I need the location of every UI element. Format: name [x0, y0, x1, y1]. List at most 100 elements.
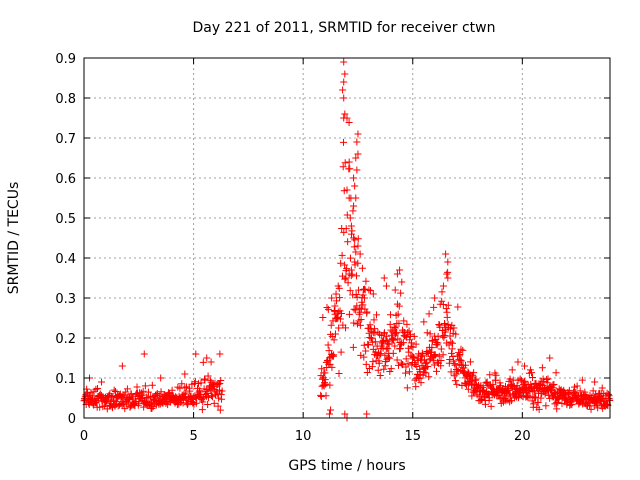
data-point: [342, 225, 350, 233]
data-point: [168, 386, 176, 394]
data-point: [603, 401, 611, 409]
data-point: [370, 325, 378, 333]
data-point: [543, 375, 551, 383]
data-point: [345, 310, 353, 318]
data-point: [396, 344, 404, 352]
data-point: [444, 258, 452, 266]
data-point: [351, 258, 359, 266]
data-point: [110, 386, 118, 394]
data-point: [331, 302, 339, 310]
data-point: [573, 382, 581, 390]
data-point: [442, 250, 450, 258]
data-point: [404, 360, 412, 368]
data-point: [438, 288, 446, 296]
data-point: [325, 410, 333, 418]
data-point: [527, 369, 535, 377]
data-point: [468, 392, 476, 400]
data-point: [216, 350, 224, 358]
data-point: [339, 86, 347, 94]
y-tick-label: 0.6: [55, 172, 76, 187]
chart-title: Day 221 of 2011, SRMTID for receiver ctw…: [193, 20, 496, 36]
data-point: [405, 348, 413, 356]
data-point: [198, 406, 206, 414]
data-point: [218, 387, 226, 395]
data-point: [532, 393, 540, 401]
data-point: [423, 348, 431, 356]
data-point: [148, 404, 156, 412]
data-point: [400, 317, 408, 325]
data-point: [111, 388, 119, 396]
data-point: [334, 282, 342, 290]
data-point: [345, 118, 353, 126]
data-point: [390, 336, 398, 344]
data-point: [332, 290, 340, 298]
data-point: [387, 311, 395, 319]
data-point: [385, 340, 393, 348]
data-point: [558, 399, 566, 407]
data-point: [343, 265, 351, 273]
data-point: [440, 331, 448, 339]
data-point: [348, 227, 356, 235]
data-point: [447, 338, 455, 346]
data-point: [592, 399, 600, 407]
data-point: [352, 194, 360, 202]
y-axis-label: SRMTID / TECUs: [6, 182, 22, 295]
data-point: [543, 379, 551, 387]
data-point: [452, 330, 460, 338]
data-point: [356, 250, 364, 258]
data-point: [322, 392, 330, 400]
data-point: [409, 343, 417, 351]
data-point: [439, 351, 447, 359]
data-point: [366, 334, 374, 342]
data-point: [206, 376, 214, 384]
data-point: [350, 202, 358, 210]
data-point: [352, 248, 360, 256]
data-point: [204, 400, 212, 408]
data-point: [429, 356, 437, 364]
data-point: [218, 395, 226, 403]
data-point: [216, 380, 224, 388]
data-point: [346, 287, 354, 295]
y-tick-label: 0.1: [55, 372, 76, 387]
data-point: [598, 384, 606, 392]
data-point: [359, 301, 367, 309]
data-point: [352, 154, 360, 162]
data-point: [398, 278, 406, 286]
data-point: [181, 370, 189, 378]
data-point: [350, 243, 358, 251]
data-point: [370, 316, 378, 324]
data-point: [362, 360, 370, 368]
data-point: [410, 332, 418, 340]
data-point: [340, 94, 348, 102]
data-point: [391, 342, 399, 350]
data-point: [335, 324, 343, 332]
data-point: [87, 389, 95, 397]
data-point: [344, 279, 352, 287]
data-point: [331, 330, 339, 338]
data-point: [139, 387, 147, 395]
data-point: [389, 349, 397, 357]
data-point: [419, 351, 427, 359]
data-point: [367, 334, 375, 342]
data-point: [456, 356, 464, 364]
data-point: [92, 385, 100, 393]
data-point: [343, 211, 351, 219]
data-point: [351, 306, 359, 314]
data-point: [327, 321, 335, 329]
data-point: [327, 406, 335, 414]
data-point: [328, 294, 336, 302]
data-point: [403, 384, 411, 392]
data-point: [526, 392, 534, 400]
data-point: [387, 365, 395, 373]
data-point: [506, 398, 514, 406]
data-point: [210, 399, 218, 407]
data-point: [386, 367, 394, 375]
data-point: [578, 376, 586, 384]
data-point: [336, 315, 344, 323]
data-point: [420, 318, 428, 326]
data-point: [383, 332, 391, 340]
data-point: [406, 331, 414, 339]
data-point: [443, 313, 451, 321]
data-point: [126, 403, 134, 411]
